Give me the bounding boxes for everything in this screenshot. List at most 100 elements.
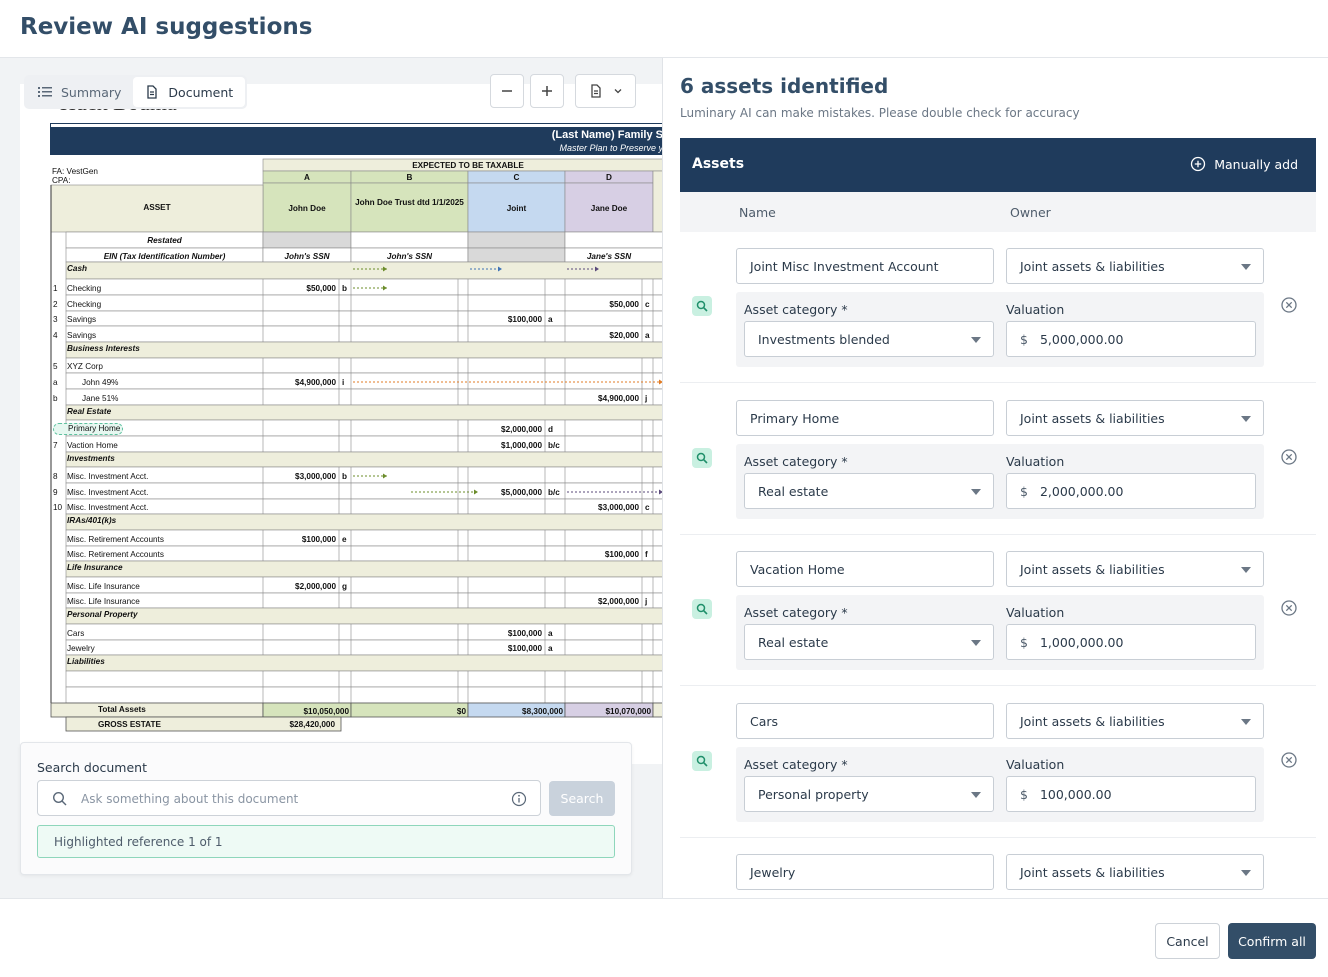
column-name: Joint	[506, 204, 527, 213]
remove-asset-icon[interactable]	[1280, 599, 1298, 617]
row-label: Savings	[67, 315, 97, 324]
row-note: d	[548, 425, 554, 434]
arrow-head	[474, 489, 478, 495]
arrow-head	[383, 285, 387, 291]
column-letter: A	[304, 173, 310, 182]
taxable-header: EXPECTED TO BE TAXABLE	[412, 161, 524, 170]
asset-details: Asset category * Valuation Personal proper…	[736, 747, 1264, 822]
arrow-head	[383, 473, 387, 479]
zoom-in-button[interactable]	[530, 74, 564, 108]
valuation-value: 1,000,000.00	[1039, 635, 1124, 650]
owner-value: Joint assets & liabilities	[1020, 865, 1165, 880]
restated-cell	[564, 231, 662, 249]
zoom-out-button[interactable]	[490, 74, 524, 108]
valuation-input[interactable]: $1,000,000.00	[1006, 624, 1256, 660]
row-label: John 49%	[82, 378, 119, 387]
row-note: e	[342, 535, 347, 544]
asset-name-input[interactable]: Vacation Home	[736, 551, 994, 587]
valuation-label: Valuation	[1006, 605, 1065, 620]
valuation-input[interactable]: $5,000,000.00	[1006, 321, 1256, 357]
cancel-button[interactable]: Cancel	[1155, 923, 1220, 959]
row-value: $2,000,000	[295, 582, 336, 591]
search-icon	[696, 300, 708, 312]
tab-document[interactable]: Document	[133, 77, 246, 107]
chevron-down-icon	[1241, 264, 1251, 270]
row-note: a	[548, 315, 553, 324]
ein-label: EIN (Tax Identification Number)	[103, 252, 226, 261]
manually-add-button[interactable]: Manually add	[1190, 156, 1298, 172]
owner-select[interactable]: Joint assets & liabilities	[1006, 551, 1264, 587]
asset-category-value: Real estate	[758, 635, 829, 650]
asset-name-value: Vacation Home	[750, 562, 845, 577]
column-name-cell	[262, 182, 352, 233]
ssn-label: John's SSN	[284, 252, 330, 261]
document-title-bar: (Last Name) Family S Master Plan to Pres…	[50, 123, 662, 155]
search-placeholder: Ask something about this document	[81, 792, 299, 806]
row-note: a	[548, 644, 553, 653]
row-note: j	[645, 394, 648, 403]
row-number: 1	[53, 284, 58, 293]
valuation-input[interactable]: $2,000,000.00	[1006, 473, 1256, 509]
row-note: b	[342, 284, 348, 293]
owner-value: Joint assets & liabilities	[1020, 259, 1165, 274]
locate-in-document-button[interactable]	[692, 296, 712, 316]
column-letter: C	[513, 173, 520, 182]
asset-category-select[interactable]: Real estate	[744, 473, 994, 509]
document-viewer: Summary Document Huck Bouma (Last Name) …	[0, 58, 663, 898]
row-value: $5,000,000	[501, 488, 542, 497]
row-value: $2,000,000	[501, 425, 542, 434]
owner-select[interactable]: Joint assets & liabilities	[1006, 400, 1264, 436]
asset-category-select[interactable]: Real estate	[744, 624, 994, 660]
row-value: $3,000,000	[598, 503, 639, 512]
asset-name-input[interactable]: Jewelry	[736, 854, 994, 890]
row-value: $20,000	[609, 331, 639, 340]
cpa-label: CPA:	[52, 176, 71, 185]
confirm-all-button[interactable]: Confirm all	[1228, 923, 1316, 959]
footer-actions: Cancel Confirm all	[0, 898, 1328, 977]
remove-asset-icon[interactable]	[1280, 448, 1298, 466]
section-label: Life Insurance	[67, 563, 123, 572]
asset-name-value: Primary Home	[750, 411, 840, 426]
remove-asset-icon[interactable]	[1280, 751, 1298, 769]
asset-name-input[interactable]: Primary Home	[736, 400, 994, 436]
row-note: a	[548, 629, 553, 638]
remove-asset-icon[interactable]	[1280, 296, 1298, 314]
column-letter: B	[406, 173, 413, 182]
row-label: Vaction Home	[67, 441, 118, 450]
fa-label: FA: VestGen	[52, 167, 98, 176]
valuation-value: 5,000,000.00	[1039, 332, 1124, 347]
owner-select[interactable]: Joint assets & liabilities	[1006, 703, 1264, 739]
asset-header: ASSET	[143, 203, 171, 212]
total-value: $8,300,000	[522, 707, 563, 716]
owner-select[interactable]: Joint assets & liabilities	[1006, 854, 1264, 890]
info-icon[interactable]	[511, 791, 527, 807]
column-name: Jane Doe	[590, 204, 628, 213]
gross-estate-cell	[65, 716, 342, 732]
row-note: b/c	[548, 441, 560, 450]
asset-category-value: Investments blended	[758, 332, 890, 347]
column-name: John Doe Trust dtd 1/1/2025	[355, 198, 464, 207]
gross-estate-value: $28,420,000	[289, 720, 335, 729]
asset-name-input[interactable]: Cars	[736, 703, 994, 739]
row-number: 8	[53, 472, 58, 481]
assets-column-header: Name Owner	[680, 192, 1316, 232]
row-note: c	[645, 300, 650, 309]
locate-in-document-button[interactable]	[692, 599, 712, 619]
search-button[interactable]: Search	[549, 781, 615, 816]
valuation-input[interactable]: $100,000.00	[1006, 776, 1256, 812]
search-input[interactable]: Ask something about this document	[37, 780, 541, 816]
highlighted-reference-status: Highlighted reference 1 of 1	[37, 825, 615, 858]
asset-category-select[interactable]: Personal property	[744, 776, 994, 812]
asset-name-input[interactable]: Joint Misc Investment Account	[736, 248, 994, 284]
asset-category-select[interactable]: Investments blended	[744, 321, 994, 357]
currency-symbol: $	[1020, 787, 1028, 802]
tab-document-label: Document	[168, 84, 234, 100]
tab-summary[interactable]: Summary	[26, 77, 133, 107]
row-note: f	[645, 550, 648, 559]
document-selector[interactable]	[575, 74, 636, 108]
owner-select[interactable]: Joint assets & liabilities	[1006, 248, 1264, 284]
row-label: Misc. Investment Acct.	[67, 503, 149, 512]
locate-in-document-button[interactable]	[692, 448, 712, 468]
document-icon	[590, 84, 601, 98]
locate-in-document-button[interactable]	[692, 751, 712, 771]
